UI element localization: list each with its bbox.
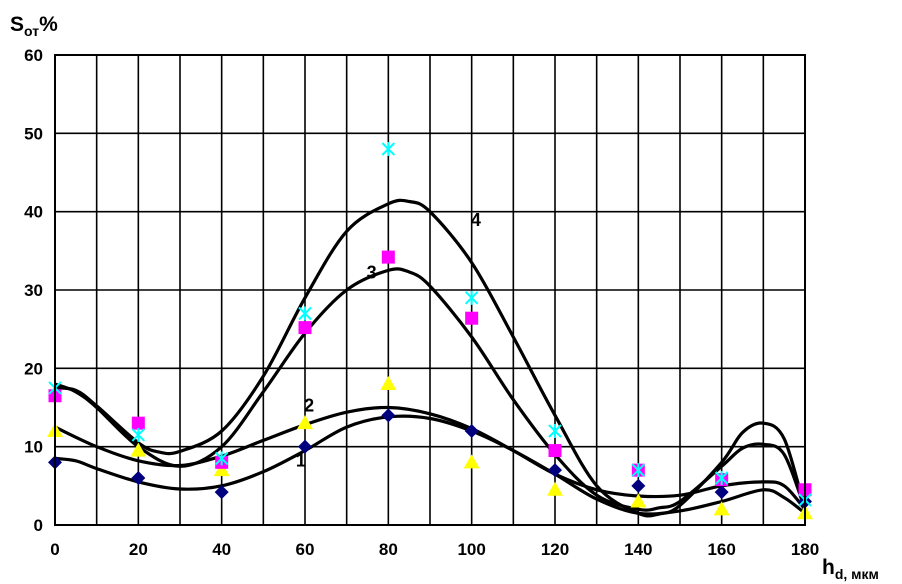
marker-triangle [713, 501, 730, 516]
marker-star [464, 290, 479, 305]
y-axis-label-unit: % [39, 13, 58, 36]
marker-triangle [380, 376, 397, 390]
marker-star [548, 424, 562, 438]
marker-diamond [714, 485, 729, 500]
curve-label-4: 4 [471, 210, 481, 230]
marker-diamond [381, 408, 396, 423]
y-axis-label-main: S [10, 13, 24, 36]
marker-star [631, 463, 646, 478]
y-tick-label: 60 [24, 46, 43, 65]
y-tick-label: 40 [24, 203, 43, 222]
marker-square [298, 321, 312, 335]
curve-label-2: 2 [304, 395, 314, 415]
marker-triangle [463, 454, 480, 469]
marker-diamond [298, 439, 312, 454]
x-tick-label: 40 [212, 540, 231, 559]
x-tick-label: 60 [296, 540, 315, 559]
curve-4 [54, 198, 807, 518]
x-tick-label: 120 [541, 540, 569, 559]
marker-star [714, 471, 729, 485]
curve-label-3: 3 [367, 262, 377, 282]
y-tick-labels: 0 10 20 30 40 50 60 [24, 46, 43, 535]
marker-diamond [631, 478, 646, 493]
y-tick-label: 30 [24, 281, 43, 300]
marker-star [131, 427, 146, 442]
curve-labels: 1 2 3 4 [296, 210, 481, 470]
marker-square [381, 250, 395, 264]
x-tick-label: 80 [379, 540, 398, 559]
y-axis-label: Sот% [10, 13, 58, 39]
marker-diamond [131, 471, 146, 485]
marker-diamond [214, 485, 229, 500]
x-axis-label-sub: d, мкм [835, 566, 879, 582]
marker-star [214, 451, 229, 466]
marker-triangle [630, 493, 647, 508]
x-tick-label: 100 [457, 540, 485, 559]
grid [55, 55, 805, 525]
marker-triangle [297, 415, 313, 430]
marker-square [131, 416, 145, 430]
marker-triangle [213, 462, 230, 477]
marker-triangle [130, 442, 147, 457]
x-tick-label: 20 [129, 540, 148, 559]
y-tick-label: 10 [24, 438, 43, 457]
y-axis-label-sub: от [24, 23, 39, 39]
curve-label-1: 1 [296, 450, 306, 470]
x-tick-label: 0 [50, 540, 59, 559]
y-tick-label: 20 [24, 359, 43, 378]
y-tick-label: 0 [34, 516, 43, 535]
x-axis-label-main: h [822, 556, 835, 579]
x-tick-label: 140 [624, 540, 652, 559]
x-tick-label: 160 [707, 540, 735, 559]
marker-diamond [548, 463, 562, 478]
curve-3 [54, 267, 807, 512]
y-tick-label: 50 [24, 124, 43, 143]
marker-diamond [464, 424, 479, 438]
marker-square [548, 444, 562, 458]
marker-triangle [547, 481, 563, 496]
marker-square [465, 311, 479, 325]
x-tick-labels: 0 20 40 60 80 100 120 140 160 180 [50, 540, 819, 559]
fitted-curves [54, 198, 807, 518]
curve-1 [54, 414, 806, 516]
x-axis-label: hd, мкм [822, 556, 879, 582]
plot-frame [54, 54, 806, 526]
marker-star [298, 306, 312, 321]
x-tick-label: 180 [791, 540, 819, 559]
marker-star [381, 142, 396, 156]
